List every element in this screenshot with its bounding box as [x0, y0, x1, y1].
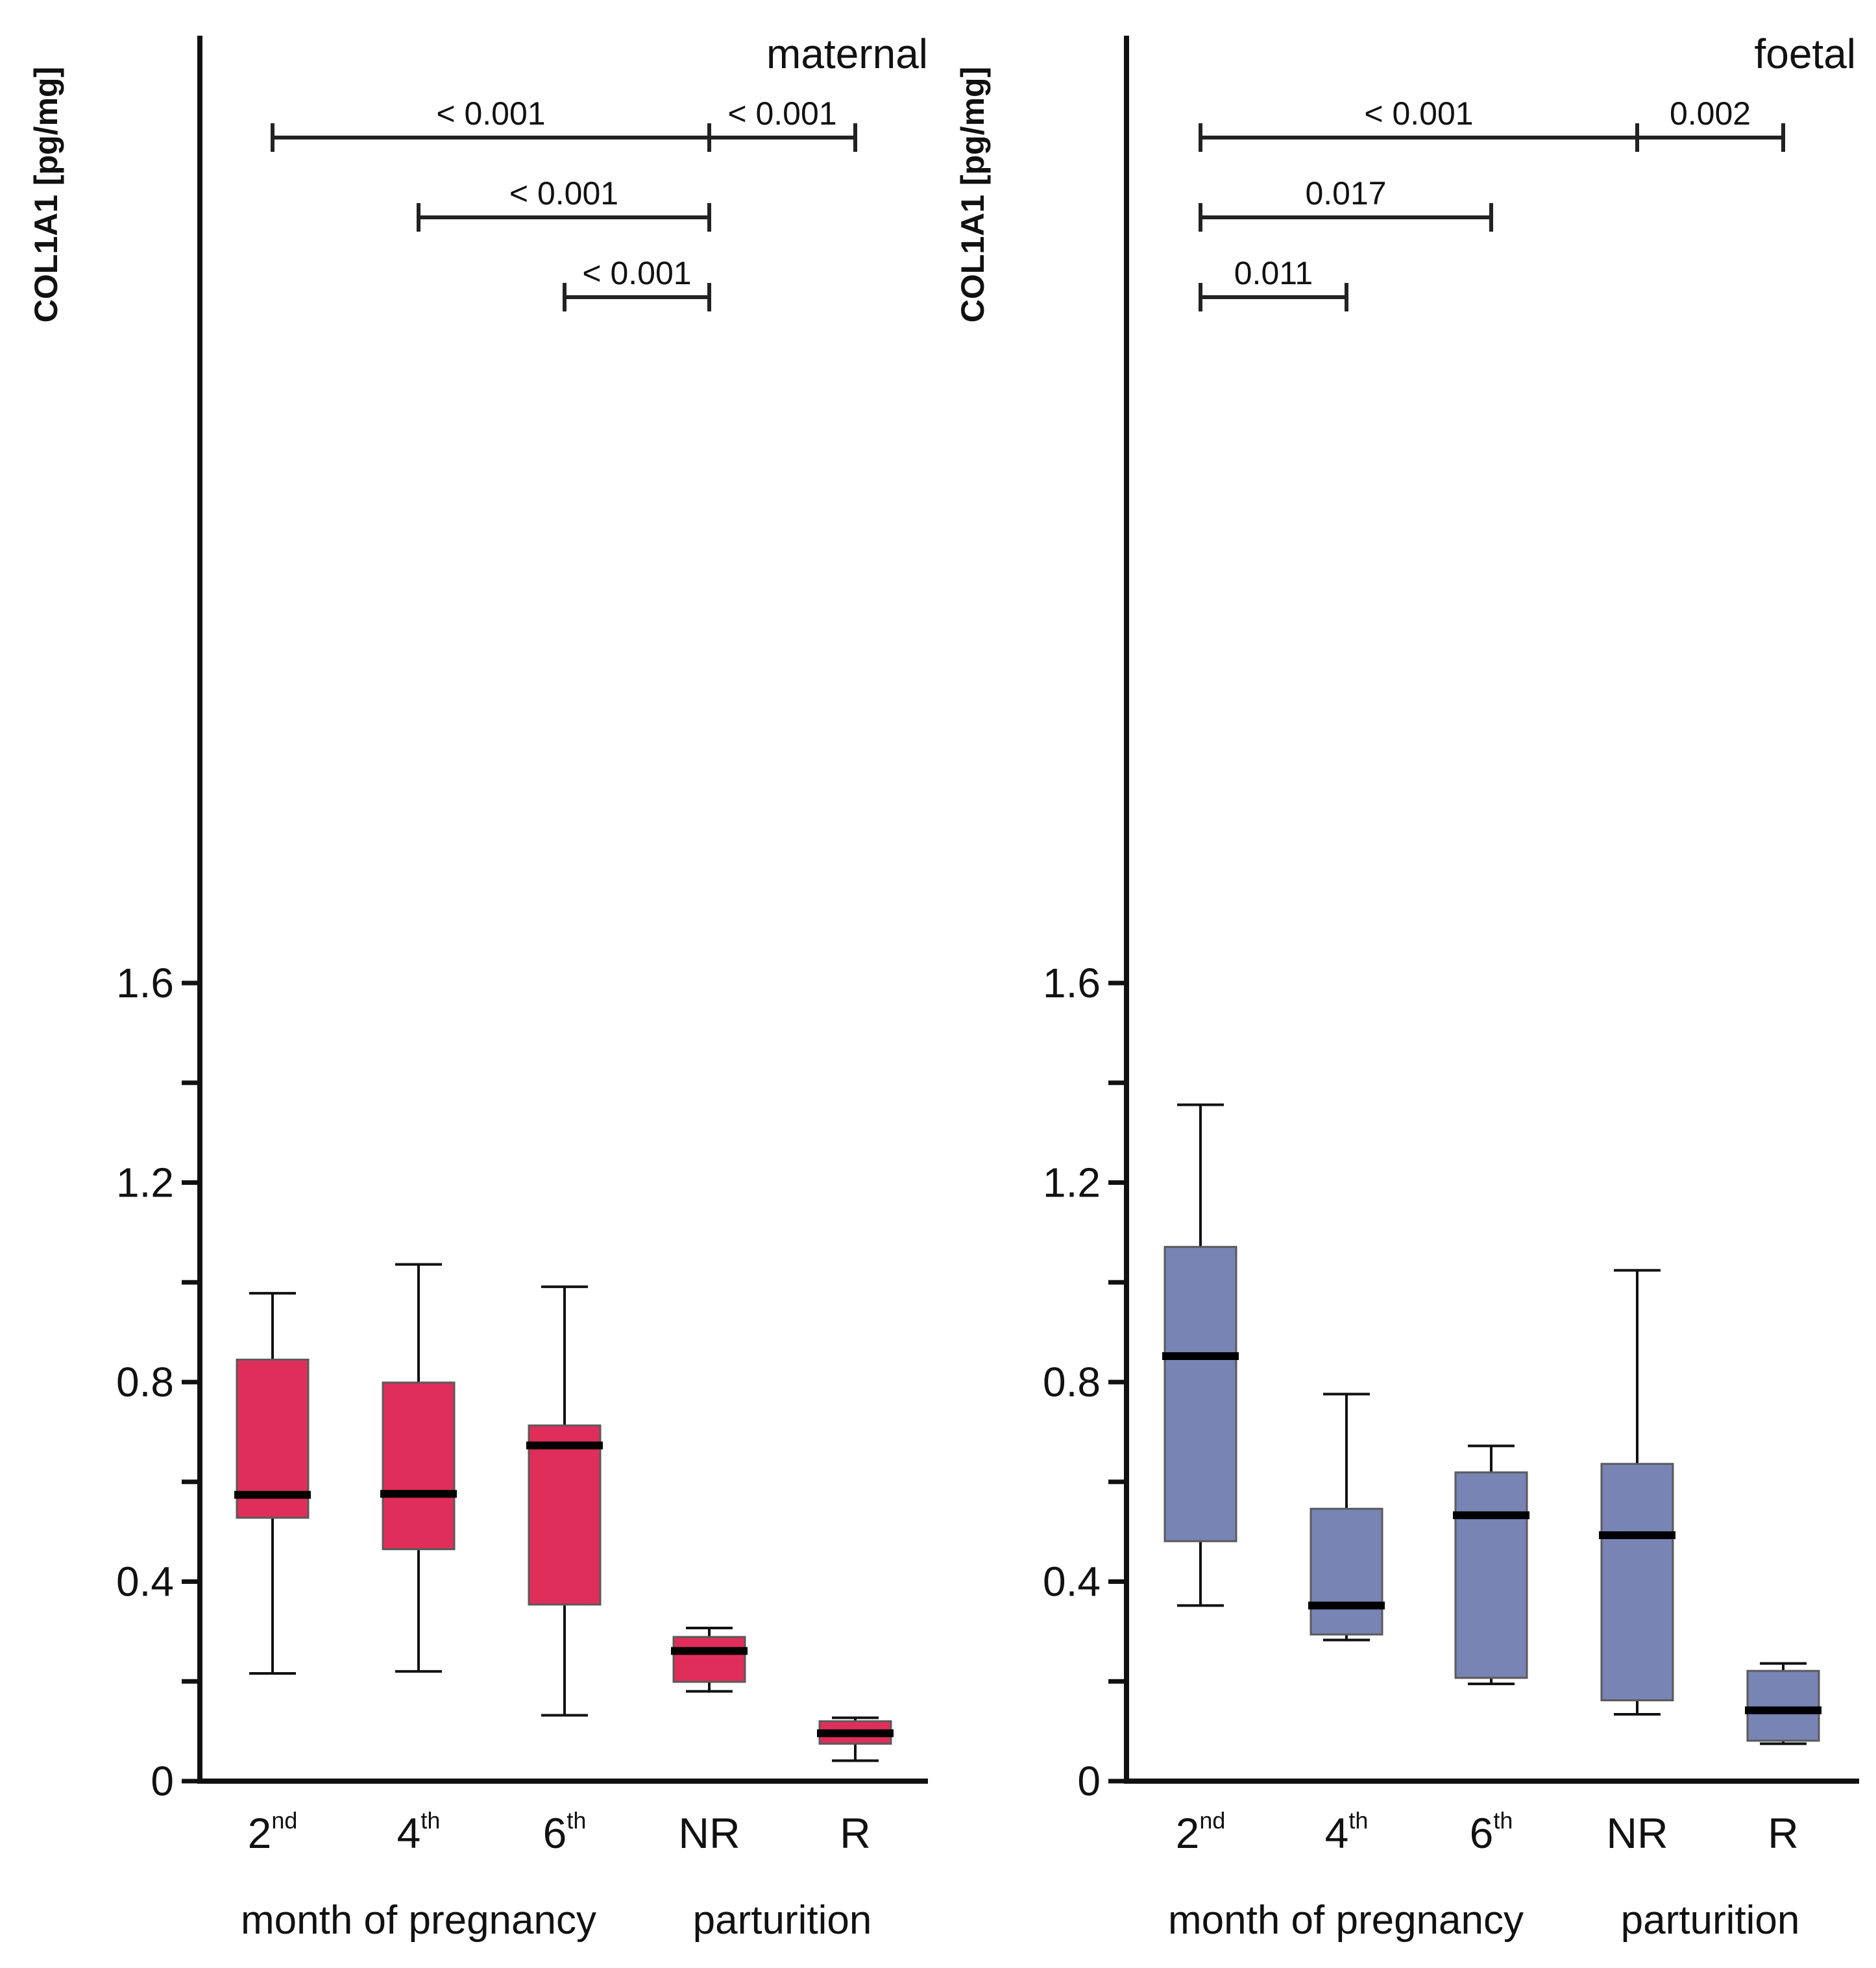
p-value-label: < 0.001: [436, 95, 545, 132]
y-tick-label: 1.6: [1043, 960, 1101, 1006]
box-iqr: [528, 1424, 602, 1606]
significance-bracket: 0.002: [1635, 95, 1785, 152]
y-tick-label: 0.8: [116, 1359, 174, 1405]
box-0: [234, 1292, 311, 1675]
x-tick-label: 2nd: [248, 1807, 298, 1857]
group-label: parturition: [693, 1898, 872, 1943]
significance-bracket: < 0.001: [1199, 95, 1639, 152]
p-value-label: < 0.001: [582, 255, 691, 291]
box-3: [1599, 1269, 1675, 1716]
y-axis-label: COL1A1 [pg/mg]: [955, 67, 991, 322]
foetal-panel: foetal COL1A1 [pg/mg] 0 0.4 0.8 1.2 1.6 2nd 4th 6…: [955, 30, 1859, 1943]
group-label: month of pregnancy: [1168, 1898, 1524, 1943]
box-4: [1745, 1662, 1821, 1745]
y-tick-label: 0: [151, 1758, 174, 1804]
box-iqr: [1310, 1507, 1383, 1636]
box-iqr: [1163, 1246, 1237, 1542]
y-tick-label: 0: [1077, 1758, 1101, 1804]
x-tick-label: 6th: [543, 1807, 587, 1857]
p-value-label: < 0.001: [1364, 95, 1473, 132]
significance-bracket: < 0.001: [417, 175, 711, 232]
significance-bracket: 0.017: [1199, 175, 1493, 232]
box-1: [1308, 1392, 1385, 1642]
maternal-panel: maternal COL1A1 [pg/mg] 0 0.4 0.8 1.2 1.6 2nd 4t…: [28, 30, 928, 1943]
box-iqr: [672, 1636, 746, 1683]
y-tick-label: 0.8: [1043, 1359, 1101, 1405]
p-value-label: 0.002: [1670, 95, 1751, 132]
y-tick-label: 0.4: [116, 1559, 174, 1605]
x-tick-label: NR: [678, 1809, 740, 1857]
y-tick-label: 1.6: [116, 960, 174, 1006]
y-tick-label: 1.2: [1043, 1160, 1101, 1206]
p-value-label: < 0.001: [509, 175, 618, 212]
panel-title: foetal: [1754, 30, 1856, 77]
panel-title: maternal: [766, 30, 928, 77]
box-iqr: [382, 1381, 456, 1551]
x-tick-label: 2nd: [1176, 1807, 1226, 1857]
box-2: [526, 1285, 603, 1717]
box-2: [1453, 1444, 1529, 1686]
box-iqr: [1746, 1670, 1820, 1742]
x-tick-label: 6th: [1470, 1807, 1513, 1857]
significance-bracket: < 0.001: [563, 255, 711, 311]
significance-bracket: 0.011: [1199, 255, 1348, 311]
x-tick-label: 4th: [1325, 1807, 1369, 1857]
significance-bracket: < 0.001: [707, 95, 857, 152]
y-tick-label: 0.4: [1043, 1559, 1101, 1605]
box-3: [671, 1626, 748, 1693]
p-value-label: 0.017: [1305, 175, 1386, 212]
group-label: parturition: [1621, 1898, 1800, 1943]
box-iqr: [1600, 1463, 1674, 1701]
box-4: [817, 1716, 894, 1762]
group-label: month of pregnancy: [241, 1898, 596, 1943]
box-0: [1162, 1103, 1239, 1607]
box-iqr: [1454, 1471, 1528, 1679]
p-value-label: 0.011: [1234, 255, 1313, 291]
p-value-label: < 0.001: [727, 95, 836, 132]
x-tick-label: NR: [1606, 1809, 1668, 1857]
y-axis-label: COL1A1 [pg/mg]: [28, 67, 64, 322]
significance-bracket: < 0.001: [271, 95, 711, 152]
box-1: [380, 1263, 457, 1673]
x-tick-label: R: [1768, 1809, 1799, 1857]
y-tick-label: 1.2: [116, 1160, 174, 1206]
x-tick-label: R: [840, 1809, 871, 1857]
x-tick-label: 4th: [397, 1807, 441, 1857]
